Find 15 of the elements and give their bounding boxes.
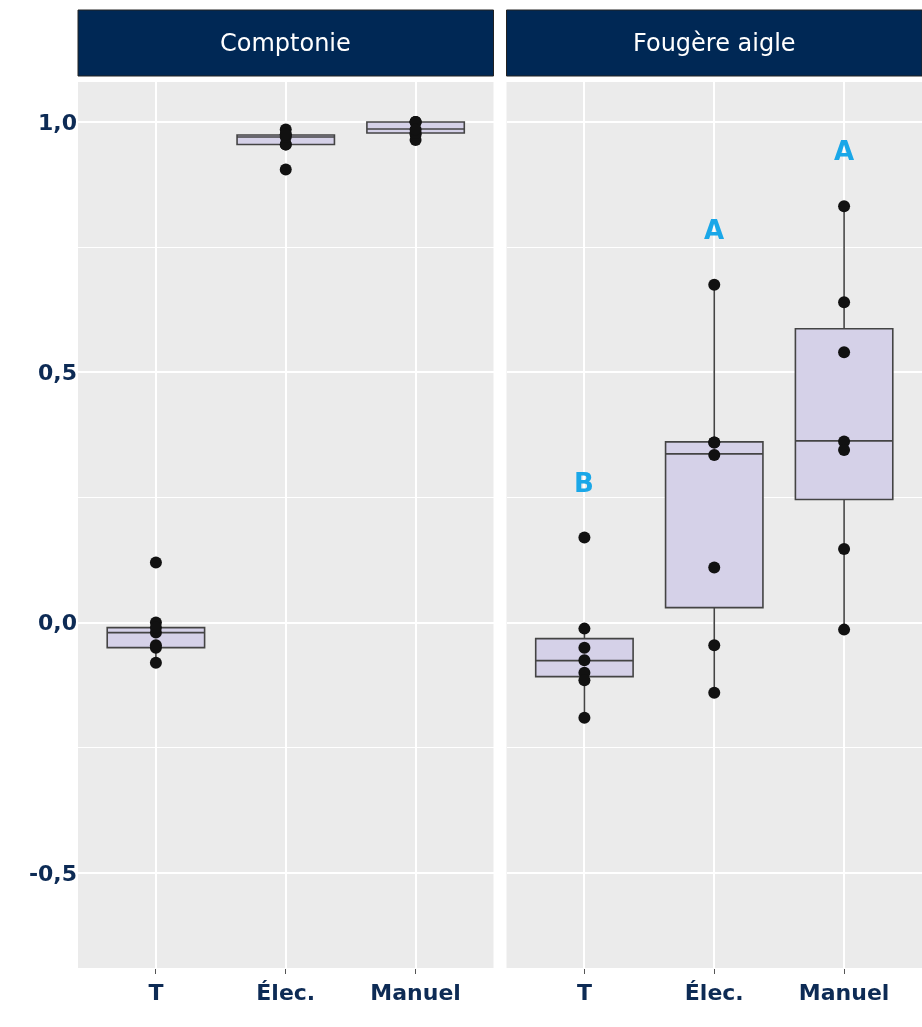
annotation: A — [704, 215, 725, 245]
x-tick-label: T — [576, 980, 592, 1006]
x-tick-label: T — [148, 980, 164, 1006]
x-tick-label: Élec. — [684, 980, 744, 1006]
annotation: B — [574, 468, 594, 498]
y-tick-label: 0,5 — [38, 360, 77, 386]
chart-title: Fougère aigle — [633, 29, 796, 57]
y-tick-label: 1,0 — [38, 109, 77, 135]
chart-title: Comptonie — [220, 29, 351, 57]
y-tick-label: 0,0 — [38, 610, 77, 636]
annotation: A — [834, 136, 855, 166]
x-tick-label: Manuel — [370, 980, 461, 1006]
x-tick-label: Manuel — [798, 980, 890, 1006]
y-tick-label: -0,5 — [28, 860, 77, 886]
x-tick-label: Élec. — [256, 980, 316, 1006]
